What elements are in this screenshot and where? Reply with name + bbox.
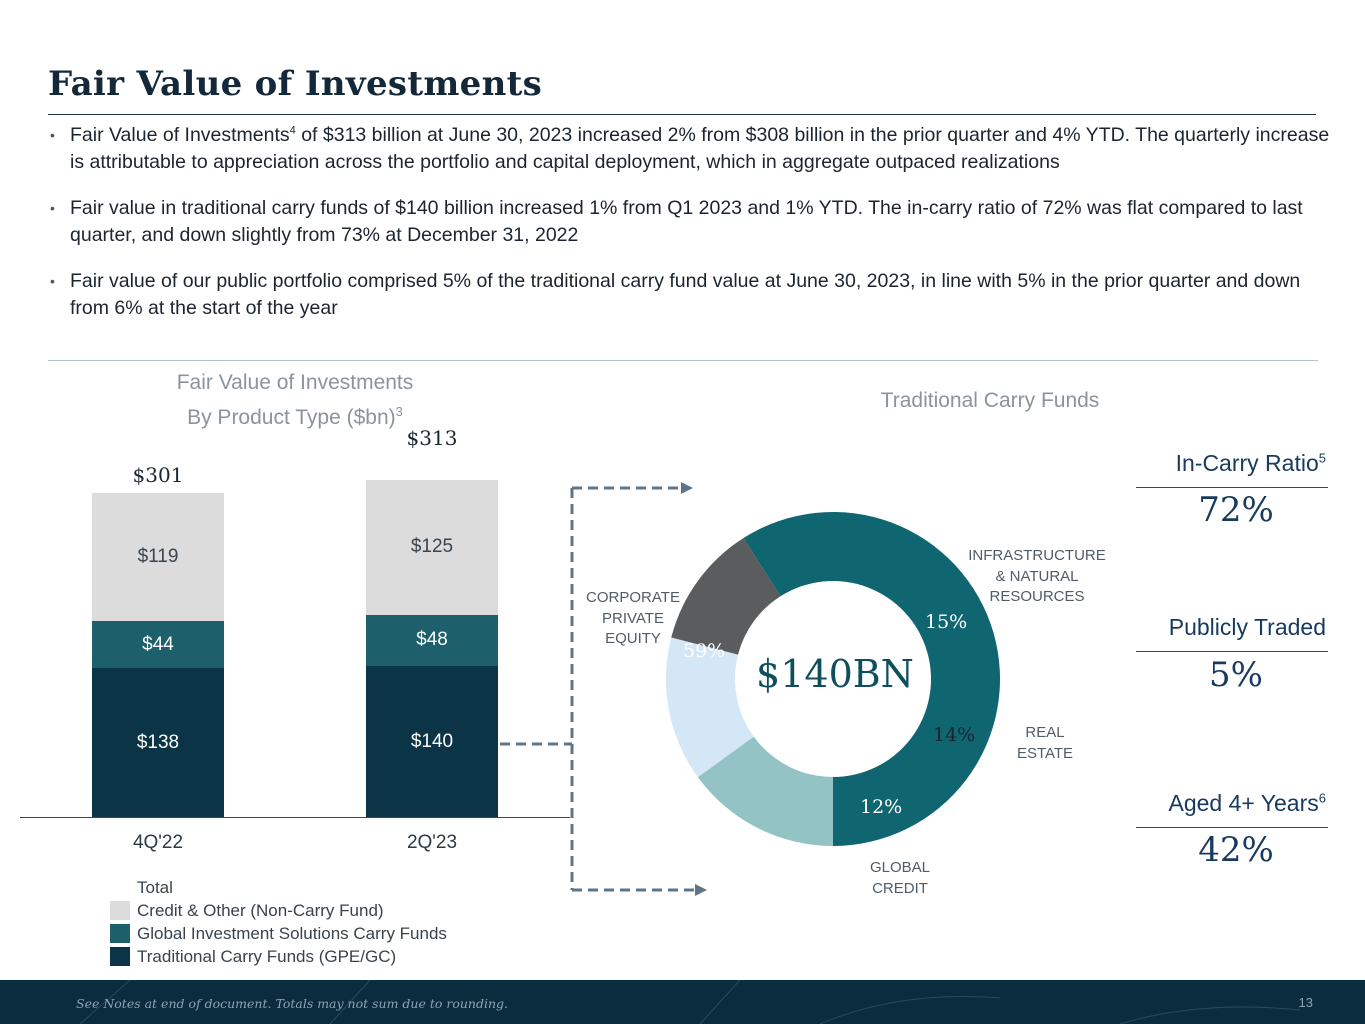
section-divider: [48, 360, 1318, 361]
footnote-ref: 6: [1318, 790, 1326, 806]
arrow-head-icon: [681, 482, 693, 494]
label-line: CREDIT: [872, 879, 928, 897]
kpi-label-text: Aged 4+ Years: [1168, 790, 1319, 816]
kpi-divider: [1136, 827, 1328, 828]
legend-item: Traditional Carry Funds (GPE/GC): [110, 945, 447, 968]
kpi-divider: [1136, 487, 1328, 488]
label-line: INFRASTRUCTURE: [968, 547, 1106, 564]
legend-title: Total: [110, 876, 447, 899]
arrow-head-icon: [695, 884, 707, 896]
bar-value-label: $44: [142, 633, 174, 655]
footnote-ref: 3: [395, 404, 403, 419]
slice-category-label: GLOBAL CREDIT: [855, 858, 945, 899]
kpi-label-text: In-Carry Ratio: [1175, 450, 1319, 476]
bar-value-label: $138: [136, 731, 180, 753]
slice-pct-label: 14%: [933, 724, 976, 746]
slice-category-label: REAL ESTATE: [1000, 723, 1090, 764]
x-tick-label: 2Q'23: [406, 832, 458, 853]
slice-pct-label: 59%: [683, 640, 726, 662]
bullet-list: Fair Value of Investments4 of $313 billi…: [48, 122, 1338, 341]
label-line: RESOURCES: [989, 588, 1085, 605]
kpi-value-aged: 42%: [1198, 830, 1274, 870]
legend-title-text: Total: [137, 878, 173, 897]
bar-segment: $125: [366, 480, 498, 615]
footnote-ref: 5: [1318, 450, 1326, 466]
bullet-text: Fair Value of Investments: [70, 124, 290, 146]
bullet-item: Fair value in traditional carry funds of…: [48, 195, 1338, 249]
label-line: GLOBAL: [869, 859, 931, 876]
bar-chart-title-line1: Fair Value of Investments: [176, 371, 414, 394]
legend-item: Global Investment Solutions Carry Funds: [110, 922, 447, 945]
bar-chart-title: Fair Value of Investments By Product Typ…: [140, 368, 450, 432]
legend-label: Credit & Other (Non-Carry Fund): [137, 901, 384, 920]
footer-decoration: [79, 980, 1301, 1024]
footnote-ref: 4: [289, 124, 296, 137]
bar-legend: Total Credit & Other (Non-Carry Fund) Gl…: [110, 876, 447, 968]
x-axis-line: [20, 817, 570, 818]
donut-slice: [666, 637, 754, 778]
donut-slice: [671, 537, 781, 655]
footer-note: See Notes at end of document. Totals may…: [76, 996, 508, 1011]
kpi-label-aged: Aged 4+ Years6: [1136, 790, 1326, 817]
kpi-value-publicly-traded: 5%: [1209, 655, 1263, 695]
page-number: 13: [1298, 995, 1313, 1010]
label-line: ESTATE: [1016, 744, 1074, 762]
bar-chart-title-line2: By Product Type ($bn): [187, 406, 396, 429]
bar-segment: $44: [92, 621, 224, 669]
bar-value-label: $48: [416, 629, 448, 651]
bar-segment: $48: [366, 614, 498, 667]
page-title: Fair Value of Investments: [48, 64, 543, 104]
kpi-label-text: Publicly Traded: [1168, 614, 1326, 640]
bullet-text: of $313 billion at June 30, 2023 increas…: [70, 124, 1330, 173]
label-line: CORPORATE: [586, 589, 680, 606]
bar-segment: $138: [92, 668, 224, 817]
label-line: PRIVATE: [602, 609, 664, 627]
kpi-divider: [1136, 651, 1328, 652]
kpi-label-publicly-traded: Publicly Traded: [1136, 614, 1326, 641]
legend-swatch: [110, 947, 130, 966]
bullet-item: Fair value of our public portfolio compr…: [48, 268, 1338, 322]
legend-label: Traditional Carry Funds (GPE/GC): [137, 947, 397, 966]
bar-segment: $140: [366, 666, 498, 817]
footer-bar: See Notes at end of document. Totals may…: [0, 980, 1365, 1024]
kpi-label-in-carry: In-Carry Ratio5: [1136, 450, 1326, 477]
bar-value-label: $140: [410, 730, 454, 752]
donut-slice: [743, 512, 1000, 846]
legend-item: Credit & Other (Non-Carry Fund): [110, 899, 447, 922]
kpi-value-in-carry: 72%: [1198, 490, 1274, 530]
bar-segment: $119: [92, 492, 224, 622]
donut-center-total: $140BN: [756, 652, 914, 696]
label-line: & NATURAL: [995, 567, 1079, 585]
slice-pct-label: 15%: [925, 611, 968, 633]
legend-swatch: [110, 924, 130, 943]
donut-chart-title: Traditional Carry Funds: [880, 389, 1100, 412]
label-line: EQUITY: [605, 630, 661, 647]
legend-swatch: [110, 901, 130, 920]
slice-category-label: INFRASTRUCTURE & NATURAL RESOURCES: [962, 546, 1112, 608]
legend-label: Global Investment Solutions Carry Funds: [137, 924, 447, 943]
bar-total-label: $313: [406, 426, 458, 450]
slice-category-label: CORPORATE PRIVATE EQUITY: [578, 588, 688, 650]
slice-pct-label: 12%: [860, 796, 903, 818]
donut-slice: [697, 736, 833, 846]
title-divider: [48, 114, 1316, 115]
label-line: REAL: [1025, 724, 1065, 741]
bar-value-label: $119: [137, 545, 179, 567]
bullet-item: Fair Value of Investments4 of $313 billi…: [48, 122, 1338, 176]
bar-value-label: $125: [410, 536, 454, 558]
x-tick-label: 4Q'22: [132, 832, 184, 853]
bar-total-label: $301: [132, 462, 184, 487]
